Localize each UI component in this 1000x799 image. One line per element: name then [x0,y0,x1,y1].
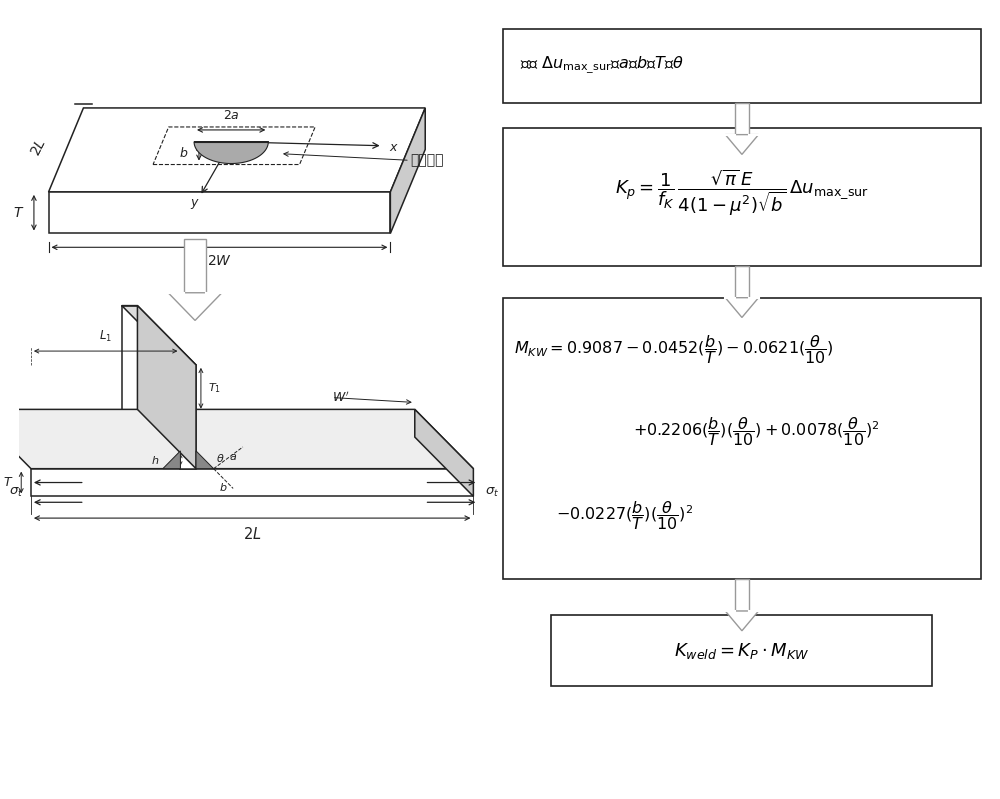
Text: $y$: $y$ [190,197,200,211]
Polygon shape [31,469,473,496]
Polygon shape [194,141,268,164]
Text: $W'$: $W'$ [332,390,349,405]
Text: $x$: $x$ [389,141,399,154]
Polygon shape [49,192,390,233]
Polygon shape [0,409,473,469]
Polygon shape [725,134,759,154]
Polygon shape [137,305,196,469]
Text: $a$: $a$ [229,451,237,462]
Polygon shape [163,451,180,469]
Polygon shape [180,365,196,469]
Text: $\sigma_t$: $\sigma_t$ [485,486,499,499]
Bar [503,29,981,103]
Bar [735,266,749,298]
Text: $T$: $T$ [3,476,13,489]
Polygon shape [725,611,759,630]
Text: $L_1$: $L_1$ [99,329,112,344]
Polygon shape [168,292,222,320]
Bar [735,579,749,611]
Text: $T_1$: $T_1$ [208,381,221,396]
Text: $M_{KW} = 0.9087 - 0.0452(\dfrac{b}{T}) - 0.0621(\dfrac{\theta}{10})$: $M_{KW} = 0.9087 - 0.0452(\dfrac{b}{T}) … [514,332,834,366]
Text: $b$: $b$ [179,145,188,160]
Polygon shape [196,451,214,469]
Text: $\theta$: $\theta$ [216,451,224,463]
Text: $+0.2206(\dfrac{b}{T})(\dfrac{\theta}{10}) + 0.0078(\dfrac{\theta}{10})^2$: $+0.2206(\dfrac{b}{T})(\dfrac{\theta}{10… [633,415,880,447]
Text: $-0.0227(\dfrac{b}{T})(\dfrac{\theta}{10})^2$: $-0.0227(\dfrac{b}{T})(\dfrac{\theta}{10… [556,499,693,531]
Bar [503,128,981,266]
Text: $2W$: $2W$ [207,254,232,268]
Bar [735,103,749,134]
Polygon shape [122,305,196,365]
Polygon shape [390,108,425,233]
Text: $K_{weld} = K_P \cdot M_{KW}$: $K_{weld} = K_P \cdot M_{KW}$ [674,641,810,661]
Polygon shape [49,108,425,192]
Text: $K_p = \dfrac{1}{f_K}\,\dfrac{\sqrt{\pi}\,E}{4(1-\mu^2)\sqrt{b}}\,\Delta u_{\mat: $K_p = \dfrac{1}{f_K}\,\dfrac{\sqrt{\pi}… [615,168,869,218]
Text: $b$: $b$ [219,480,228,492]
Bar [551,615,932,686]
Polygon shape [415,409,473,496]
Text: $\sigma_t$: $\sigma_t$ [9,486,23,499]
Text: $h$: $h$ [151,454,159,466]
Text: $2L$: $2L$ [243,526,261,542]
Bar [184,240,206,292]
Text: $2a$: $2a$ [223,109,240,122]
Text: $T$: $T$ [13,205,24,220]
Text: $2L$: $2L$ [28,136,49,158]
Text: 表面裂纹: 表面裂纹 [410,153,443,167]
Polygon shape [725,298,759,317]
Bar [503,298,981,579]
Text: 已知 $\Delta u_{\mathrm{max\_sur}}$，$a$，$b$，$T$，$\theta$: 已知 $\Delta u_{\mathrm{max\_sur}}$，$a$，$b… [520,55,684,77]
